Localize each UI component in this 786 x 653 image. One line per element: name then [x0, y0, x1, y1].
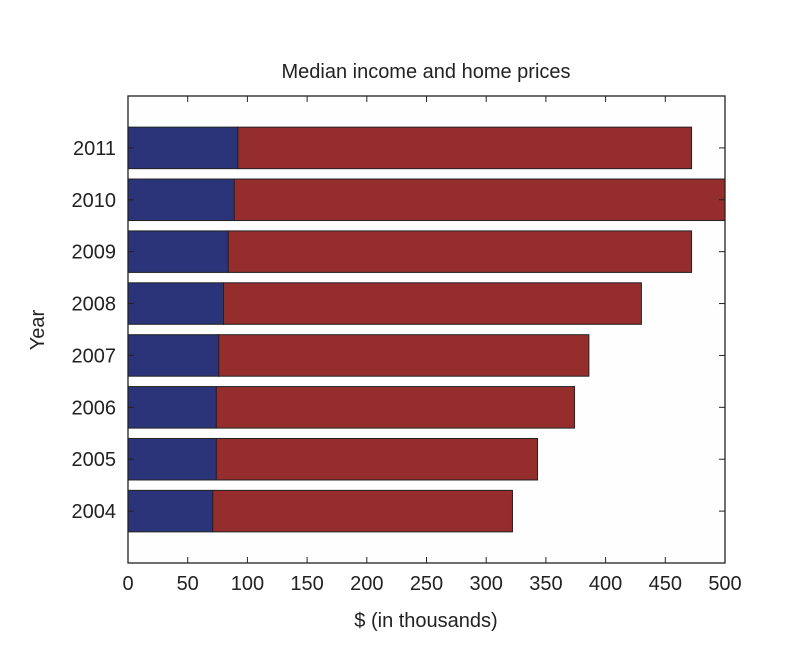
- bar-2004-series-2: [212, 489, 513, 533]
- x-tick-label: 100: [231, 573, 264, 595]
- x-tick-label: 450: [649, 573, 682, 595]
- bar-2006-series-1: [127, 386, 217, 429]
- bar-2004-series-1: [127, 489, 214, 533]
- y-tick-label: 2004: [72, 501, 117, 523]
- x-tick-label: 500: [708, 573, 741, 595]
- bar-2010-series-2: [233, 178, 726, 222]
- bar-2007-series-2: [218, 334, 590, 377]
- y-tick-label: 2009: [72, 242, 117, 264]
- x-tick-label: 350: [529, 573, 562, 595]
- bar-2005-series-1: [127, 437, 217, 481]
- plot-area: [128, 96, 725, 563]
- y-tick-label: 2008: [72, 294, 117, 316]
- y-tick-label: 2005: [72, 449, 117, 471]
- bar-2011-series-1: [127, 126, 239, 170]
- x-tick-label: 400: [589, 573, 622, 595]
- bar-2009-series-2: [227, 230, 693, 273]
- x-tick-label: 300: [470, 573, 503, 595]
- x-tick-label: 150: [290, 573, 323, 595]
- x-tick-label: 250: [410, 573, 443, 595]
- y-tick-label: 2007: [72, 345, 117, 367]
- y-tick-label: 2011: [73, 138, 116, 160]
- y-tick-label: 2006: [72, 397, 117, 419]
- bar-2010-series-1: [127, 178, 235, 222]
- bar-2006-series-2: [215, 386, 576, 429]
- bar-2005-series-2: [215, 437, 539, 481]
- bar-2008-series-2: [223, 282, 642, 325]
- y-tick-label: 2010: [72, 190, 117, 212]
- chart-title: Median income and home prices: [281, 61, 570, 83]
- x-tick-label: 50: [177, 573, 199, 595]
- x-axis-label: $ (in thousands): [354, 610, 497, 632]
- bar-2009-series-1: [127, 230, 229, 273]
- bar-2007-series-1: [127, 334, 220, 377]
- y-axis-label: Year: [27, 309, 49, 350]
- x-tick-label: 0: [122, 573, 133, 595]
- bar-2011-series-2: [237, 126, 693, 170]
- x-tick-label: 200: [350, 573, 383, 595]
- bar-2008-series-1: [127, 282, 225, 325]
